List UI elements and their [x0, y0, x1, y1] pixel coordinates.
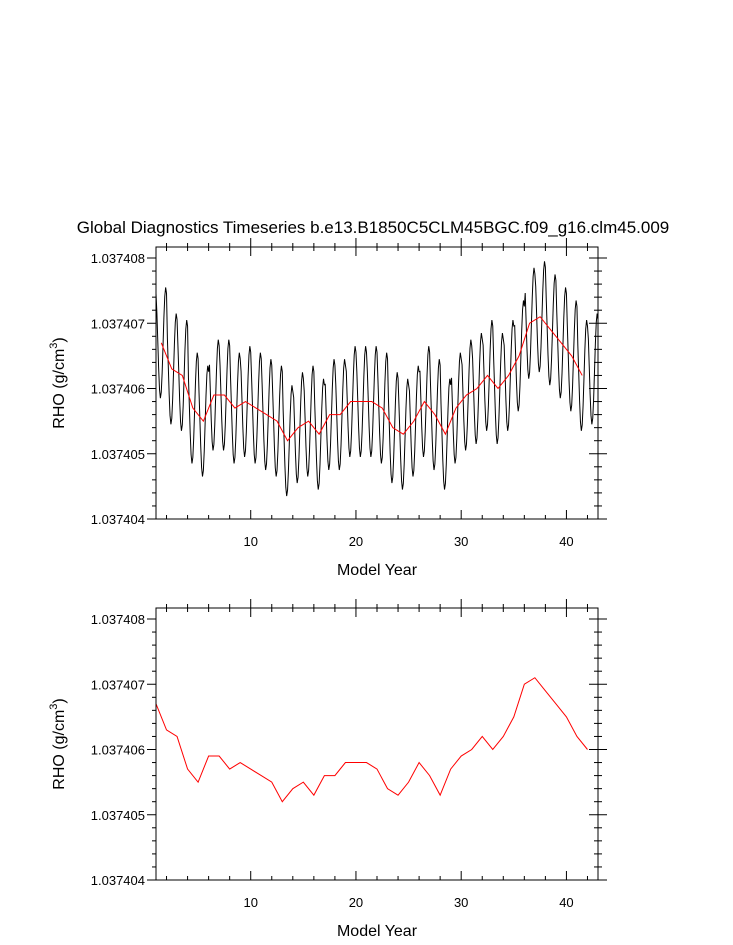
x-tick-label: 30 — [454, 895, 468, 910]
x-tick-label: 40 — [559, 895, 573, 910]
y-tick-label: 1.037406 — [91, 743, 145, 758]
x-axis-label: Model Year — [337, 923, 418, 940]
y-tick-label: 1.037405 — [91, 447, 145, 462]
plot-frame — [155, 607, 599, 881]
y-axis-label-sup: 3 — [48, 343, 60, 349]
y-axis-label: RHO (g/cm3) — [48, 337, 68, 428]
y-axis-label-base: RHO (g/cm — [51, 349, 68, 429]
y-axis-label-close: ) — [51, 337, 68, 342]
x-tick-label: 40 — [559, 534, 573, 549]
y-tick-label: 1.037407 — [91, 677, 145, 692]
plot-frame — [155, 246, 599, 520]
x-tick-label: 10 — [243, 534, 257, 549]
y-tick-label: 1.037406 — [91, 382, 145, 397]
x-tick-label: 20 — [349, 534, 363, 549]
y-tick-label: 1.037404 — [91, 512, 145, 527]
y-axis-label: RHO (g/cm3) — [48, 698, 68, 789]
series-line-annual-mean — [156, 677, 588, 803]
y-tick-label: 1.037407 — [91, 316, 145, 331]
x-tick-label: 10 — [243, 895, 257, 910]
y-tick-label: 1.037408 — [91, 612, 145, 627]
y-tick-label: 1.037408 — [91, 251, 145, 266]
y-tick-label: 1.037404 — [91, 873, 145, 888]
y-tick-label: 1.037405 — [91, 808, 145, 823]
plot-area — [156, 677, 588, 803]
x-tick-label: 20 — [349, 895, 363, 910]
chart-title: Global Diagnostics Timeseries b.e13.B185… — [77, 218, 670, 237]
plot-area — [156, 261, 598, 497]
y-axis-label-base: RHO (g/cm — [51, 710, 68, 790]
y-axis-label-sup: 3 — [48, 704, 60, 710]
y-axis-label-close: ) — [51, 698, 68, 703]
series-line-monthly — [156, 261, 598, 497]
series-line-annual-mean — [160, 316, 583, 442]
bottom-panel: 10 20 30 40 1.037404 1.037405 1.037406 1.037407… — [48, 599, 607, 940]
x-axis-label: Model Year — [337, 562, 418, 579]
x-tick-label: 30 — [454, 534, 468, 549]
top-panel: 10 20 30 40 1.037404 1.037405 1.037406 1.037407… — [48, 238, 607, 579]
